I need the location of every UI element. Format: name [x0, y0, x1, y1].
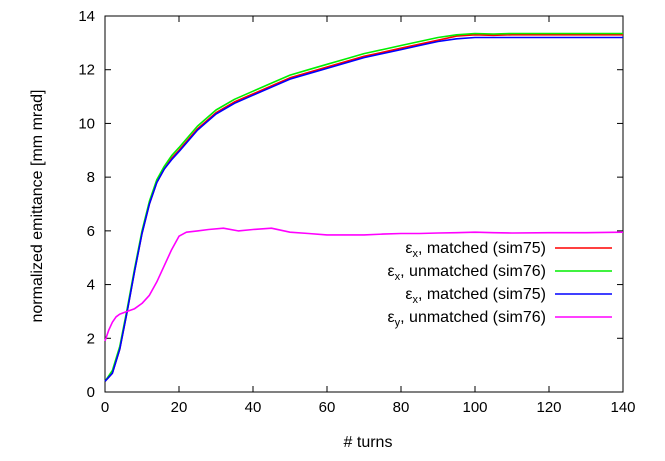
legend-entry-label: εx, matched (sim75) — [405, 240, 546, 260]
series-line-1 — [104, 32, 623, 382]
series-lines — [104, 32, 624, 382]
x-tick-label: 140 — [610, 399, 635, 416]
plot-border — [104, 15, 624, 393]
legend: εx, matched (sim75) εx, unmatched (sim76)… — [388, 240, 612, 329]
axis-ticks: 0 20 40 60 80 100 120 140 0 2 4 6 8 10 12 14 — [78, 8, 635, 416]
y-tick-label: 14 — [78, 8, 95, 25]
x-tick-label: 40 — [245, 399, 262, 416]
x-tick-label: 120 — [536, 399, 561, 416]
series-line-2 — [104, 36, 623, 382]
plot-frame — [104, 15, 624, 393]
legend-entry-label: εx, unmatched (sim76) — [388, 263, 546, 283]
y-tick-label: 10 — [78, 115, 95, 132]
series-line-0 — [104, 33, 623, 382]
x-tick-label: 100 — [462, 399, 487, 416]
y-axis-label: normalized emittance [mm mrad] — [29, 90, 46, 323]
x-tick-label: 80 — [393, 399, 410, 416]
legend-entry-label: εx, matched (sim75) — [405, 286, 546, 306]
x-tick-label: 0 — [101, 399, 109, 416]
series-line-3 — [104, 227, 624, 342]
x-tick-label: 20 — [171, 399, 188, 416]
x-tick-label: 60 — [319, 399, 336, 416]
legend-entry-label: εy, unmatched (sim76) — [388, 309, 546, 329]
y-tick-label: 12 — [78, 62, 95, 79]
y-tick-label: 6 — [87, 223, 95, 240]
y-tick-label: 8 — [87, 169, 95, 186]
y-tick-label: 2 — [87, 330, 95, 347]
y-tick-label: 0 — [87, 384, 95, 401]
x-axis-label: # turns — [344, 434, 393, 451]
y-tick-label: 4 — [87, 277, 95, 294]
